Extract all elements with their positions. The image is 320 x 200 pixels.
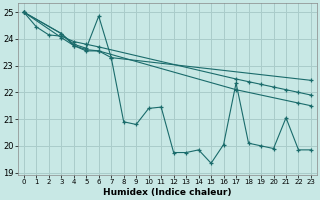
X-axis label: Humidex (Indice chaleur): Humidex (Indice chaleur) xyxy=(103,188,232,197)
